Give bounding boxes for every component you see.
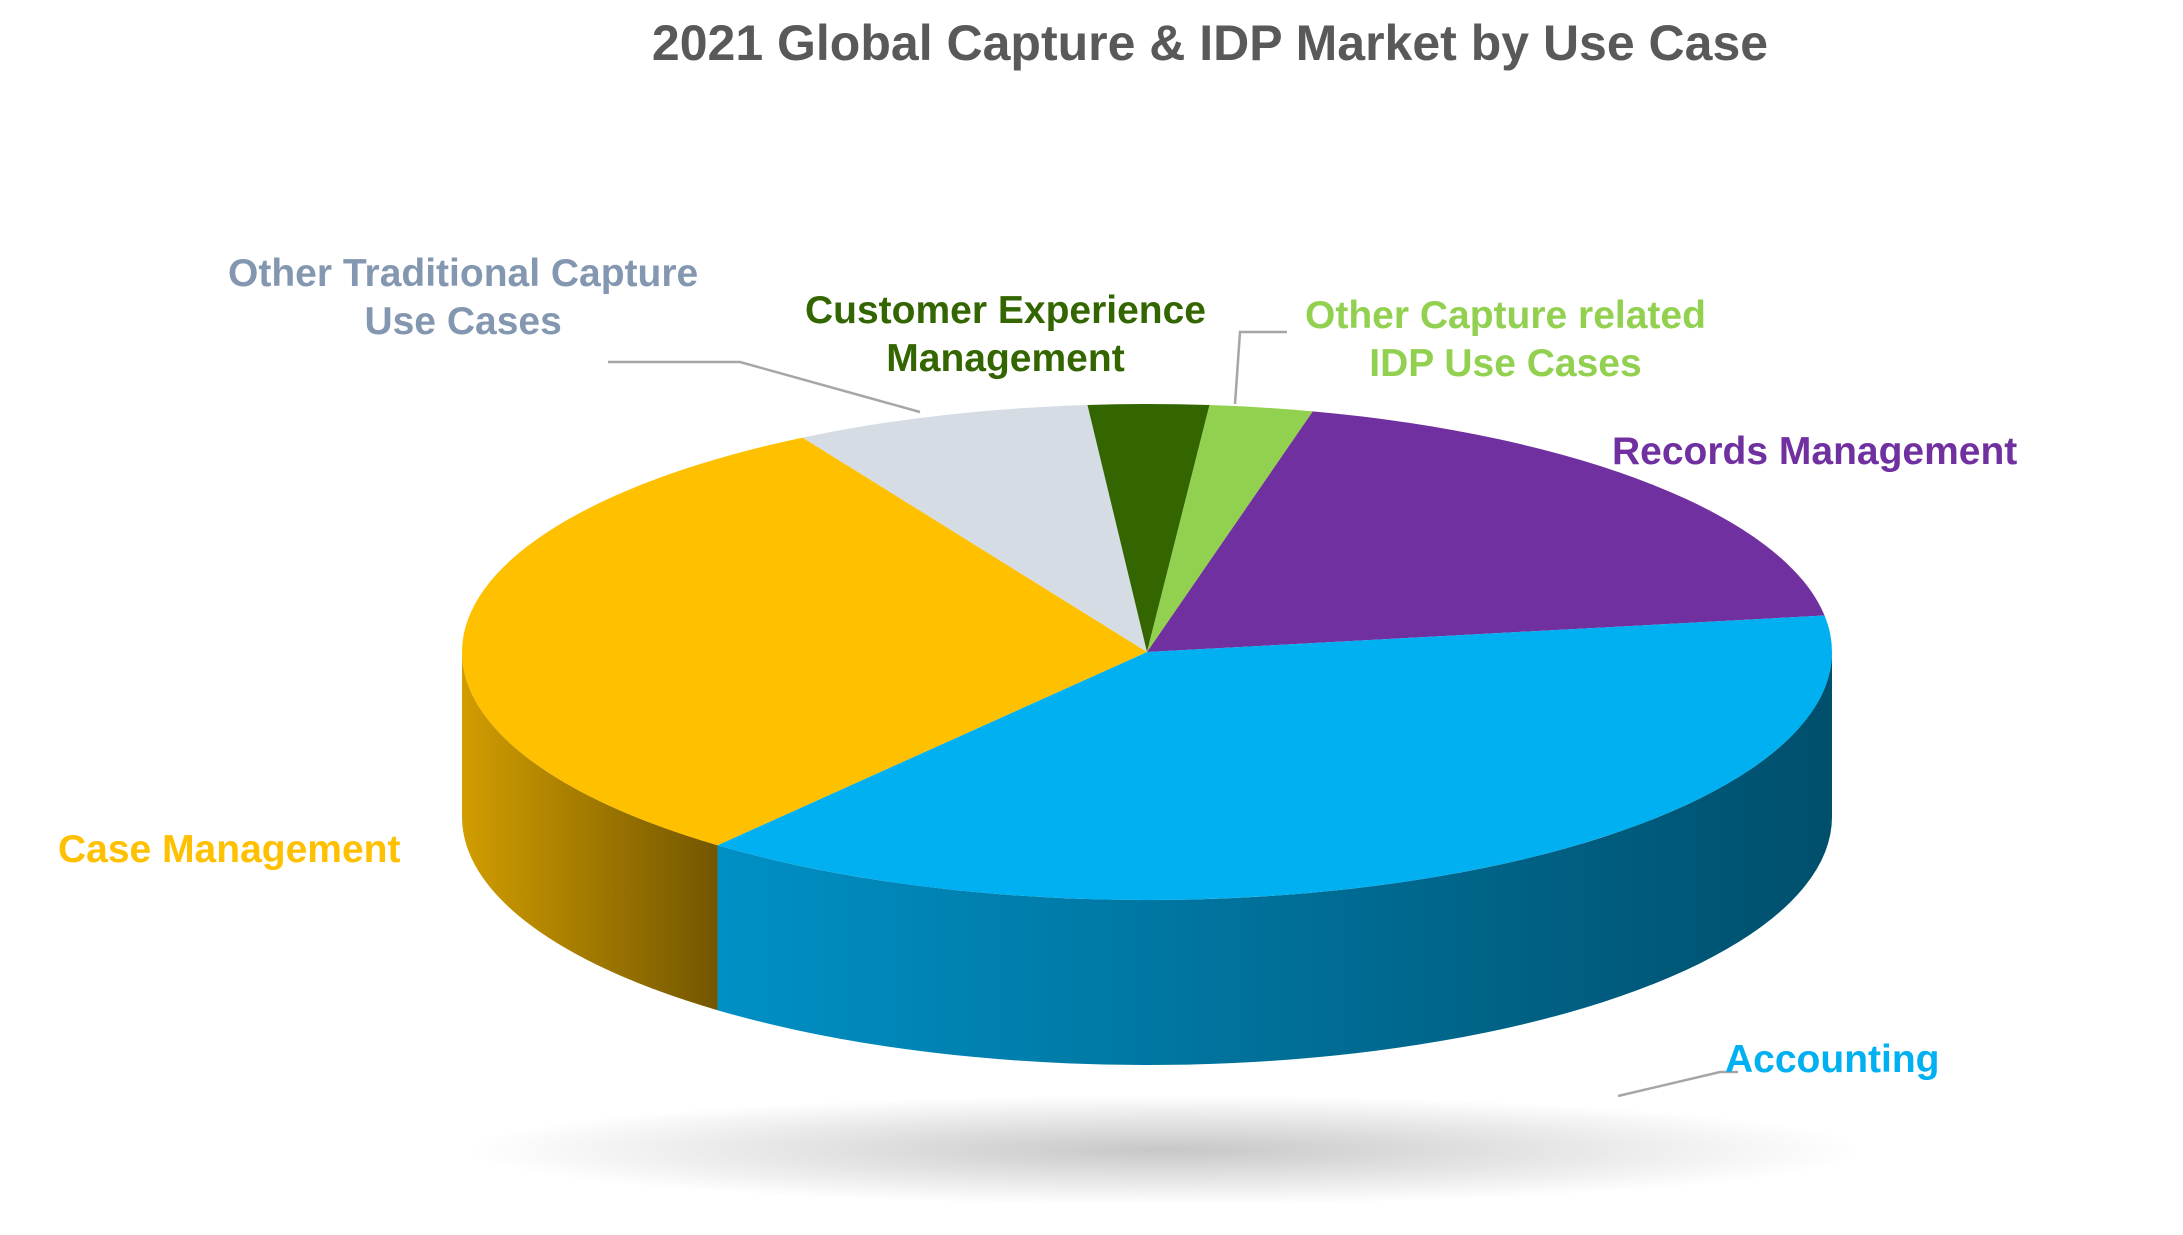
leader-line-1 (608, 360, 921, 414)
pie-slice-4 (802, 404, 1147, 652)
label-other-capture-idp-line1: Other Capture related (1305, 294, 1706, 337)
label-records-management: Records Management (1612, 430, 2018, 473)
label-other-traditional-line2: Use Cases (364, 300, 562, 343)
pie-sides (462, 652, 1832, 1065)
leader-lines (608, 330, 1738, 1098)
pie-tops (461, 403, 1832, 900)
pie-slice-6 (1147, 405, 1313, 652)
pie-slice-3 (461, 437, 1148, 846)
chart-title: 2021 Global Capture & IDP Market by Use … (651, 15, 1769, 71)
label-accounting: Accounting (1725, 1038, 1940, 1081)
label-customer-experience-line1: Customer Experience (805, 289, 1206, 332)
label-other-traditional-line1: Other Traditional Capture (228, 252, 699, 295)
pie-slice-1 (1147, 411, 1825, 652)
pie-side-2 (717, 652, 1832, 1065)
label-other-traditional-capture: Other Traditional Capture Use Cases (228, 250, 698, 346)
pie-slice-2 (717, 615, 1832, 900)
leader-line-2 (1233, 330, 1287, 405)
pie-shadow (465, 1095, 1865, 1205)
label-customer-experience-line2: Management (886, 337, 1125, 380)
label-other-capture-idp: Other Capture related IDP Use Cases (1305, 292, 1706, 388)
label-customer-experience: Customer Experience Management (805, 287, 1206, 383)
label-other-capture-idp-line2: IDP Use Cases (1369, 342, 1642, 385)
pie-side-3 (462, 652, 718, 1011)
pie-slice-5 (1087, 403, 1210, 652)
label-case-management: Case Management (58, 828, 401, 871)
leader-line-3 (1617, 1070, 1738, 1098)
